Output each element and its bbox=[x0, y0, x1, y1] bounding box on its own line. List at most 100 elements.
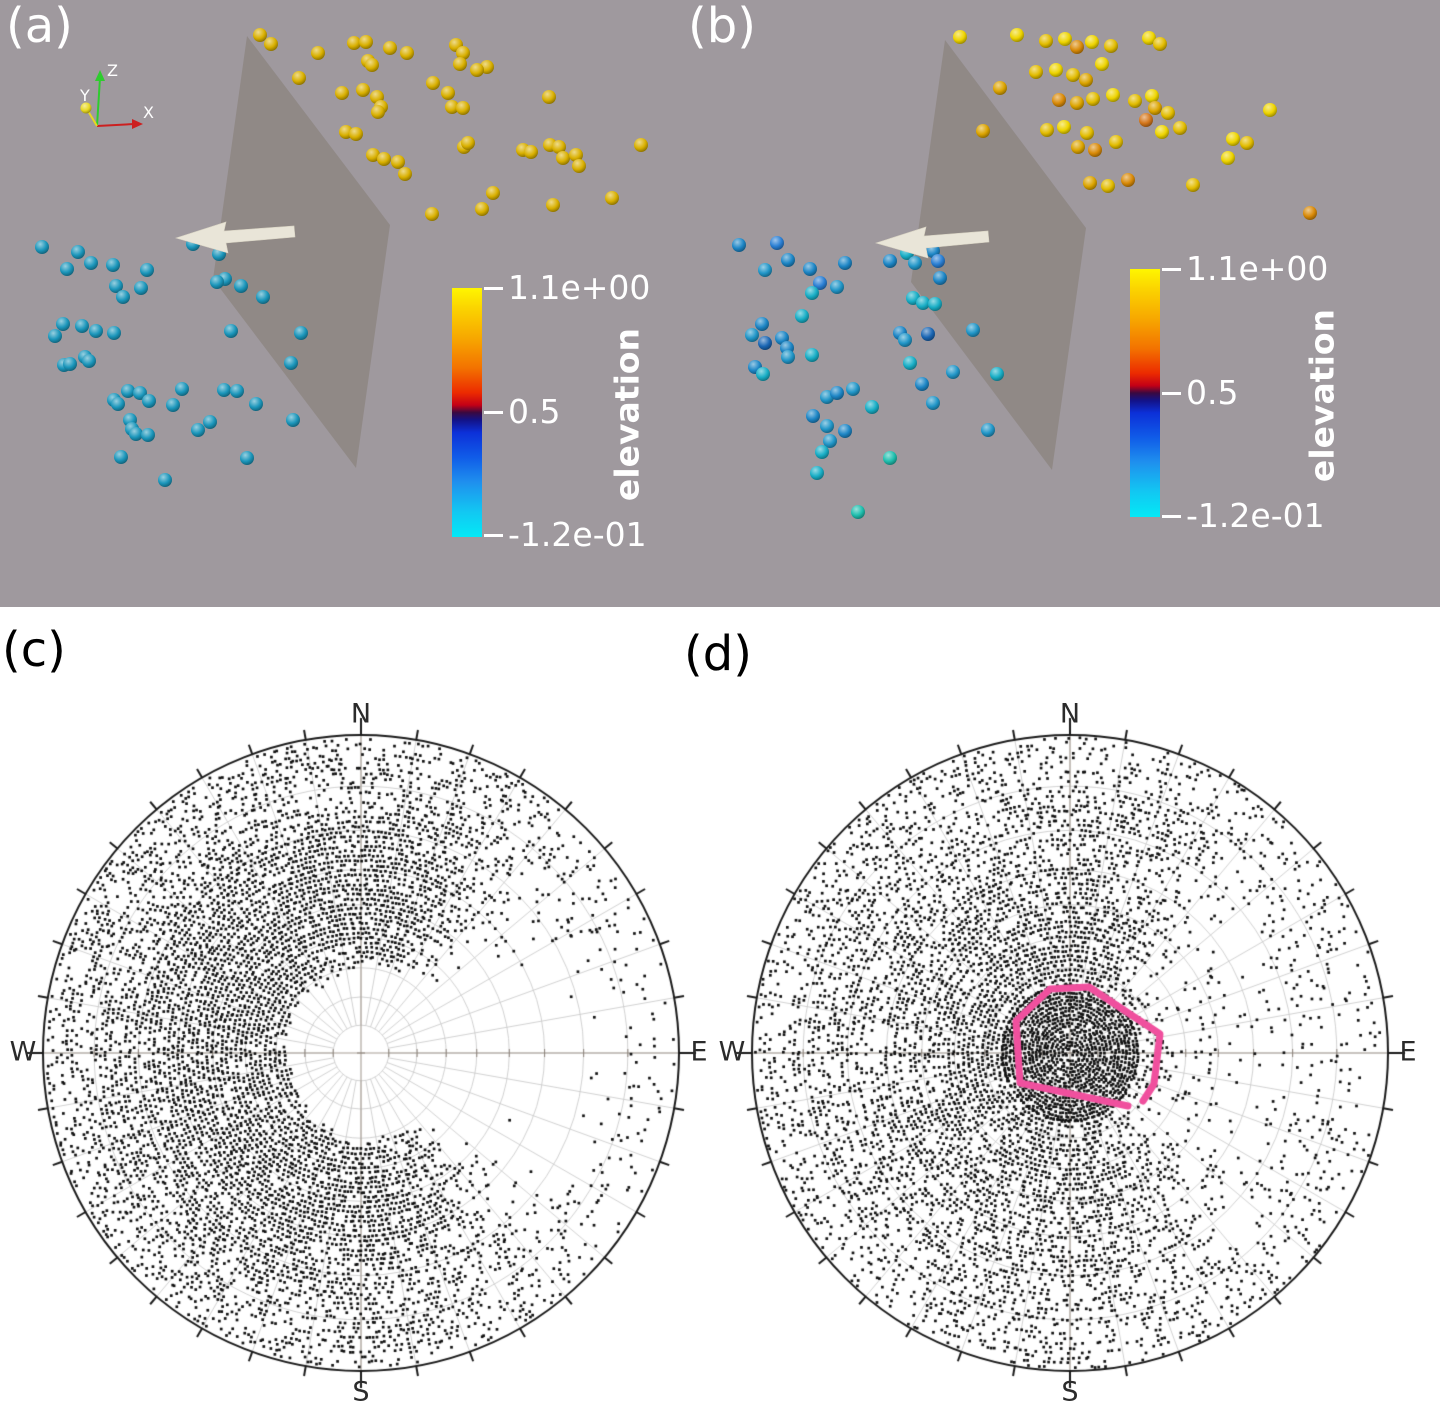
sphere bbox=[921, 327, 935, 341]
sphere bbox=[781, 253, 795, 267]
sphere bbox=[1088, 143, 1102, 157]
sphere bbox=[838, 256, 852, 270]
sphere bbox=[286, 413, 300, 427]
sphere bbox=[1070, 40, 1084, 54]
sphere bbox=[1226, 132, 1240, 146]
x-arrowhead-icon bbox=[132, 119, 143, 129]
stereonet-c-north-label: N bbox=[350, 698, 372, 730]
sphere bbox=[461, 136, 475, 150]
panel-a-scene-above-plane-points bbox=[253, 28, 648, 221]
sphere bbox=[371, 105, 385, 119]
sphere bbox=[898, 333, 912, 347]
sphere bbox=[1079, 73, 1093, 87]
sphere bbox=[71, 245, 85, 259]
sphere bbox=[475, 202, 489, 216]
sphere bbox=[377, 152, 391, 166]
sphere bbox=[810, 466, 824, 480]
sphere bbox=[1161, 106, 1175, 120]
sphere bbox=[1106, 88, 1120, 102]
sphere bbox=[359, 35, 373, 49]
y-axis-ball-icon bbox=[80, 102, 92, 114]
sphere bbox=[908, 256, 922, 270]
sphere bbox=[981, 423, 995, 437]
sphere bbox=[114, 450, 128, 464]
colorbar-a-tick-mid bbox=[484, 411, 503, 414]
colorbar-b-tick-min bbox=[1162, 515, 1181, 518]
sphere bbox=[758, 263, 772, 277]
colorbar-a-min-label: -1.2e-01 bbox=[508, 515, 647, 554]
z-axis-label: Z bbox=[107, 61, 118, 80]
sphere bbox=[470, 63, 484, 77]
panel-a-scene-below-plane-points bbox=[35, 234, 308, 487]
sphere bbox=[456, 101, 470, 115]
panel-a-scene-plane bbox=[213, 36, 390, 468]
sphere bbox=[1186, 178, 1200, 192]
sphere bbox=[1080, 126, 1094, 140]
sphere bbox=[1101, 179, 1115, 193]
sphere bbox=[217, 383, 231, 397]
sphere bbox=[1148, 101, 1162, 115]
x-axis-label: X bbox=[143, 103, 154, 122]
sphere bbox=[805, 348, 819, 362]
sphere bbox=[311, 46, 325, 60]
sphere bbox=[453, 57, 467, 71]
colorbar-a bbox=[452, 288, 482, 537]
sphere bbox=[990, 367, 1004, 381]
sphere bbox=[292, 71, 306, 85]
sphere bbox=[1142, 31, 1156, 45]
sphere bbox=[552, 140, 566, 154]
sphere bbox=[755, 317, 769, 331]
sphere bbox=[1040, 123, 1054, 137]
sphere bbox=[1085, 35, 1099, 49]
sphere bbox=[1086, 92, 1100, 106]
sphere bbox=[425, 207, 439, 221]
sphere bbox=[1173, 121, 1187, 135]
sphere bbox=[1039, 34, 1053, 48]
sphere bbox=[142, 394, 156, 408]
sphere bbox=[84, 256, 98, 270]
sphere bbox=[400, 46, 414, 60]
colorbar-b-tick-mid bbox=[1162, 392, 1181, 395]
panel-b-scene bbox=[732, 28, 1317, 519]
z-arrowhead-icon bbox=[95, 70, 105, 81]
sphere bbox=[203, 415, 217, 429]
sphere bbox=[129, 427, 143, 441]
sphere bbox=[116, 290, 130, 304]
sphere bbox=[928, 297, 942, 311]
panel-b-label: (b) bbox=[688, 0, 756, 54]
sphere bbox=[1029, 65, 1043, 79]
sphere bbox=[803, 262, 817, 276]
stereonet-d-west-label: W bbox=[718, 1036, 746, 1068]
sphere bbox=[830, 280, 844, 294]
sphere bbox=[89, 324, 103, 338]
sphere bbox=[366, 148, 380, 162]
sphere bbox=[456, 46, 470, 60]
sphere bbox=[851, 505, 865, 519]
sphere bbox=[838, 424, 852, 438]
sphere bbox=[805, 286, 819, 300]
x-axis-arrow bbox=[96, 123, 135, 127]
sphere bbox=[349, 127, 363, 141]
sphere bbox=[572, 159, 586, 173]
sphere bbox=[445, 100, 459, 114]
stereonet-c-east-label: E bbox=[690, 1036, 708, 1068]
sphere bbox=[846, 382, 860, 396]
sphere bbox=[1155, 125, 1169, 139]
sphere bbox=[134, 281, 148, 295]
sphere bbox=[830, 386, 844, 400]
sphere bbox=[140, 263, 154, 277]
sphere bbox=[1070, 96, 1084, 110]
sphere bbox=[1066, 68, 1080, 82]
sphere bbox=[1139, 113, 1153, 127]
colorbar-b-max-label: 1.1e+00 bbox=[1186, 249, 1329, 288]
sphere bbox=[133, 386, 147, 400]
sphere bbox=[121, 384, 135, 398]
colorbar-b-min-label: -1.2e-01 bbox=[1186, 496, 1325, 535]
sphere bbox=[1303, 206, 1317, 220]
colorbar-b-title: elevation bbox=[1302, 308, 1342, 483]
sphere bbox=[1145, 89, 1159, 103]
sphere bbox=[933, 271, 947, 285]
sphere bbox=[111, 397, 125, 411]
panel-a-scene: Z X Y bbox=[35, 28, 648, 487]
